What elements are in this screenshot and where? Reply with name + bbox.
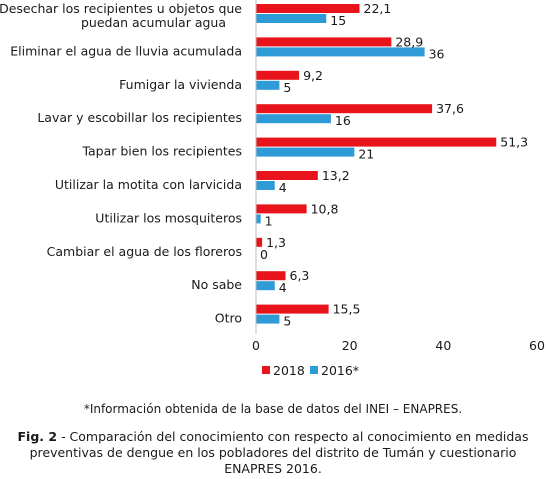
value-label-2016: 0 [260, 247, 268, 262]
bar-2018 [256, 4, 360, 13]
value-label-2018: 9,2 [303, 68, 323, 83]
bar-2016 [256, 114, 331, 124]
bar-2016 [256, 147, 355, 157]
bar-2018 [256, 304, 329, 314]
figure-label: Fig. 2 [17, 429, 58, 444]
bar-2018 [256, 271, 286, 281]
value-label-2018: 1,3 [266, 235, 286, 250]
bar-2018 [256, 204, 307, 214]
value-label-2016: 5 [283, 314, 291, 329]
bar-2016 [256, 214, 261, 224]
value-labels: 22,1 15 28,9 36 9,2 5 37,6 16 51,3 21 13,2 4 10,8 1 1,… [260, 1, 528, 329]
bar-2016 [256, 47, 425, 57]
legend: 2018 2016* [262, 363, 359, 378]
bar-2016 [256, 281, 275, 291]
bar-2018 [256, 171, 318, 180]
x-tick-label: 40 [435, 338, 451, 353]
value-label-2016: 36 [429, 46, 445, 61]
x-tick-label: 20 [342, 338, 358, 353]
bar-2016 [256, 181, 275, 190]
bars-group [256, 4, 497, 324]
legend-swatch-2016 [310, 366, 318, 374]
x-tick-label: 0 [252, 338, 260, 353]
bar-2016 [256, 14, 327, 23]
value-label-2016: 5 [283, 80, 291, 95]
bar-2016 [256, 314, 280, 324]
value-label-2016: 4 [279, 180, 287, 195]
value-label-2016: 4 [279, 280, 287, 295]
figure-caption-text: - Comparación del conocimiento con respe… [29, 429, 529, 476]
category-label: Tapar bien los recipientes [81, 144, 242, 159]
bar-2018 [256, 70, 300, 80]
category-label: Lavar y escobillar los recipientes [37, 110, 242, 125]
category-label: Otro [215, 311, 242, 326]
value-label-2018: 51,3 [500, 135, 528, 150]
category-label-line2: puedan acumular agua [81, 15, 226, 30]
x-tick-labels: 0 20 40 60 [252, 338, 545, 353]
legend-label-2018: 2018 [273, 363, 305, 378]
figure-caption: Fig. 2 - Comparación del conocimiento co… [0, 429, 546, 477]
bar-2018 [256, 37, 392, 47]
category-label: Cambiar el agua de los floreros [47, 244, 242, 259]
value-label-2016: 16 [335, 113, 351, 128]
source-note: *Información obtenida de la base de dato… [83, 402, 463, 416]
value-label-2018: 6,3 [290, 268, 310, 283]
value-label-2018: 15,5 [333, 302, 361, 317]
value-label-2018: 13,2 [322, 168, 350, 183]
legend-label-2016: 2016* [321, 363, 359, 378]
category-label: No sabe [191, 277, 242, 292]
value-label-2016: 1 [265, 213, 273, 228]
bar-chart: Desechar los recipientes u objetos quepu… [0, 0, 545, 378]
bar-2016 [256, 80, 280, 90]
value-label-2018: 37,6 [436, 101, 464, 116]
value-label-2018: 10,8 [311, 201, 339, 216]
legend-swatch-2018 [262, 366, 270, 374]
bar-2018 [256, 104, 433, 114]
category-label: Eliminar el agua de lluvia acumulada [10, 43, 242, 58]
x-tick-label: 60 [529, 338, 545, 353]
category-labels: Desechar los recipientes u objetos quepu… [0, 1, 242, 326]
value-label-2016: 15 [330, 13, 346, 28]
value-label-2018: 22,1 [364, 1, 392, 16]
category-label: Desechar los recipientes u objetos que [0, 1, 242, 16]
category-label: Fumigar la vivienda [119, 77, 242, 92]
value-label-2016: 21 [358, 147, 374, 162]
category-label: Utilizar los mosquiteros [95, 210, 242, 225]
bar-2018 [256, 137, 497, 147]
value-label-2018: 28,9 [395, 34, 423, 49]
bar-2018 [256, 237, 263, 247]
category-label: Utilizar la motita con larvicida [55, 177, 242, 192]
